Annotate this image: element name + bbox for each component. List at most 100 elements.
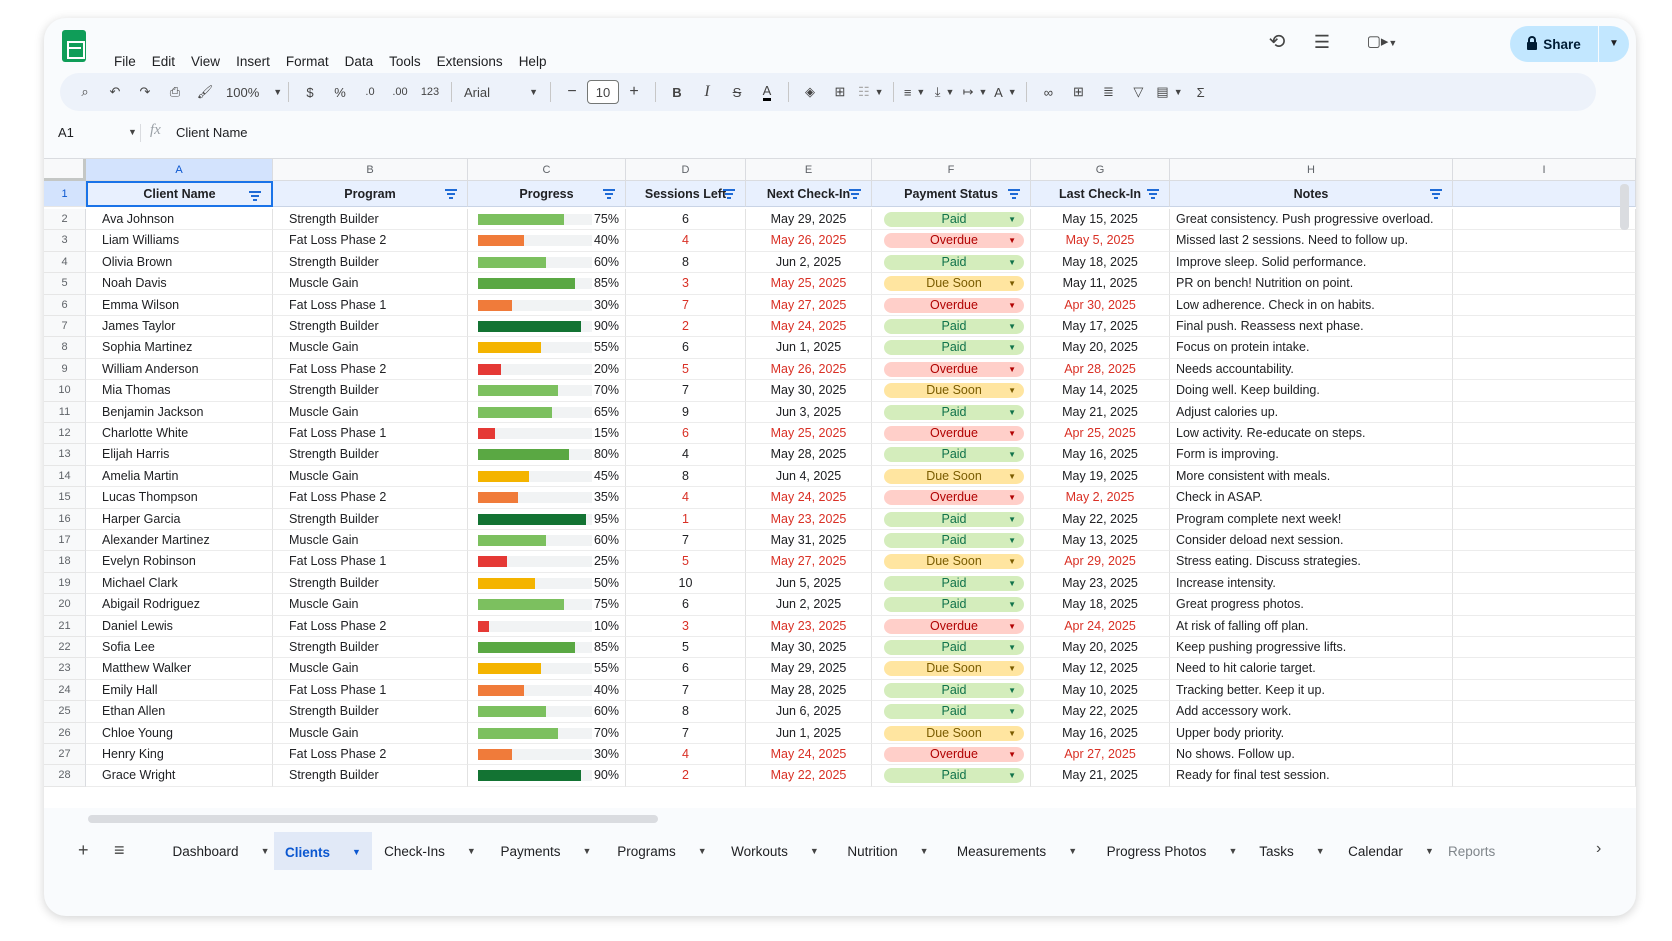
payment-status-cell[interactable]: Paid ▼ — [872, 401, 1031, 423]
client-name-cell[interactable]: Michael Clark — [86, 572, 273, 595]
vertical-align-icon[interactable]: ⤓ ▼ — [934, 84, 955, 99]
link-icon[interactable]: ∞ — [1043, 84, 1054, 100]
sessions-left-cell[interactable]: 8 — [626, 465, 746, 488]
column-header-d[interactable]: D — [626, 159, 746, 181]
chart-icon[interactable]: ≣ — [1102, 84, 1114, 99]
print-icon[interactable]: ⎙ — [169, 84, 181, 99]
payment-status-cell[interactable]: Due Soon ▼ — [872, 465, 1031, 488]
status-dropdown-chip[interactable]: Paid ▼ — [884, 704, 1024, 720]
program-cell[interactable]: Strength Builder — [273, 572, 468, 595]
last-check-in-cell[interactable]: May 17, 2025 — [1031, 316, 1170, 338]
row-header[interactable]: 4 — [44, 251, 86, 274]
client-name-cell[interactable]: Ethan Allen — [86, 701, 273, 723]
empty-cell[interactable] — [1453, 209, 1636, 231]
filter-icon[interactable] — [249, 191, 261, 201]
fill-color-icon[interactable]: ◈ — [805, 84, 815, 99]
last-check-in-cell[interactable]: Apr 29, 2025 — [1031, 551, 1170, 573]
program-cell[interactable]: Fat Loss Phase 1 — [273, 423, 468, 445]
empty-cell[interactable] — [1453, 401, 1636, 423]
program-cell[interactable]: Muscle Gain — [273, 722, 468, 744]
menu-edit[interactable]: Edit — [151, 54, 176, 69]
progress-cell[interactable]: 70% — [468, 722, 626, 744]
sessions-left-cell[interactable]: 4 — [626, 487, 746, 509]
row-header[interactable]: 16 — [44, 508, 86, 530]
progress-cell[interactable]: 60% — [468, 251, 626, 274]
payment-status-cell[interactable]: Paid ▼ — [872, 637, 1031, 659]
row-header[interactable]: 6 — [44, 294, 86, 316]
next-check-in-cell[interactable]: May 24, 2025 — [746, 744, 872, 766]
status-dropdown-chip[interactable]: Overdue ▼ — [884, 297, 1024, 313]
sessions-left-cell[interactable]: 4 — [626, 444, 746, 466]
last-check-in-cell[interactable]: May 11, 2025 — [1031, 273, 1170, 295]
formula-input[interactable]: Client Name — [176, 125, 248, 140]
search-icon[interactable]: ⌕ — [81, 84, 89, 99]
client-name-cell[interactable]: Elijah Harris — [86, 444, 273, 466]
client-name-cell[interactable]: Charlotte White — [86, 423, 273, 445]
progress-cell[interactable]: 75% — [468, 594, 626, 616]
last-check-in-cell[interactable]: May 5, 2025 — [1031, 230, 1170, 252]
notes-cell[interactable]: Doing well. Keep building. — [1170, 380, 1453, 402]
row-header[interactable]: 1 — [44, 181, 86, 207]
sessions-left-cell[interactable]: 5 — [626, 637, 746, 659]
payment-status-cell[interactable]: Paid ▼ — [872, 530, 1031, 552]
sheet-tab-check-ins[interactable]: Check-Ins ▼ — [374, 832, 486, 870]
payment-status-cell[interactable]: Overdue ▼ — [872, 487, 1031, 509]
chevron-down-icon[interactable]: ▼ — [1228, 846, 1238, 856]
horizontal-scrollbar[interactable] — [88, 815, 658, 823]
last-check-in-cell[interactable]: May 16, 2025 — [1031, 722, 1170, 744]
row-header[interactable]: 8 — [44, 337, 86, 359]
next-check-in-cell[interactable]: May 23, 2025 — [746, 615, 872, 637]
version-history-icon[interactable]: ⟲ — [1268, 31, 1286, 53]
row-header[interactable]: 25 — [44, 701, 86, 723]
progress-cell[interactable]: 30% — [468, 744, 626, 766]
empty-cell[interactable] — [1453, 273, 1636, 295]
chevron-down-icon[interactable]: ▼ — [1068, 846, 1078, 856]
program-cell[interactable]: Muscle Gain — [273, 594, 468, 616]
client-name-cell[interactable]: Harper Garcia — [86, 508, 273, 530]
empty-cell[interactable] — [1453, 744, 1636, 766]
client-name-cell[interactable]: Henry King — [86, 744, 273, 766]
header-cell[interactable]: Last Check-In — [1031, 181, 1170, 207]
row-header[interactable]: 18 — [44, 551, 86, 573]
progress-cell[interactable]: 20% — [468, 358, 626, 381]
sessions-left-cell[interactable]: 5 — [626, 551, 746, 573]
empty-cell[interactable] — [1453, 701, 1636, 723]
menu-extensions[interactable]: Extensions — [436, 54, 503, 69]
sessions-left-cell[interactable]: 3 — [626, 615, 746, 637]
header-cell[interactable]: Client Name — [86, 181, 273, 207]
next-check-in-cell[interactable]: Jun 2, 2025 — [746, 594, 872, 616]
client-name-cell[interactable]: Evelyn Robinson — [86, 551, 273, 573]
progress-cell[interactable]: 25% — [468, 551, 626, 573]
text-rotation-icon[interactable]: A ▼ — [994, 84, 1017, 100]
status-dropdown-chip[interactable]: Due Soon ▼ — [884, 554, 1024, 570]
program-cell[interactable]: Fat Loss Phase 2 — [273, 744, 468, 766]
next-check-in-cell[interactable]: Jun 5, 2025 — [746, 572, 872, 595]
select-all-corner[interactable] — [44, 159, 86, 181]
menu-view[interactable]: View — [191, 54, 221, 69]
last-check-in-cell[interactable]: May 14, 2025 — [1031, 380, 1170, 402]
filter-views-icon[interactable]: ▤ ▼ — [1156, 84, 1183, 99]
notes-cell[interactable]: Consider deload next session. — [1170, 530, 1453, 552]
empty-cell[interactable] — [1453, 294, 1636, 316]
vertical-scrollbar[interactable] — [1620, 184, 1629, 230]
spreadsheet-grid[interactable]: A B C D E F G H I 1 Client Name Program Progress Sess… — [44, 158, 1636, 808]
column-header-e[interactable]: E — [746, 159, 872, 181]
notes-cell[interactable]: Needs accountability. — [1170, 358, 1453, 381]
notes-cell[interactable]: Missed last 2 sessions. Need to follow u… — [1170, 230, 1453, 252]
next-check-in-cell[interactable]: May 24, 2025 — [746, 487, 872, 509]
percent-format-button[interactable]: % — [334, 84, 346, 100]
progress-cell[interactable]: 70% — [468, 380, 626, 402]
sheet-tab-measurements[interactable]: Measurements ▼ — [942, 832, 1092, 870]
next-check-in-cell[interactable]: Jun 4, 2025 — [746, 465, 872, 488]
client-name-cell[interactable]: Sophia Martinez — [86, 337, 273, 359]
next-check-in-cell[interactable]: May 28, 2025 — [746, 444, 872, 466]
empty-cell[interactable] — [1453, 615, 1636, 637]
notes-cell[interactable]: No shows. Follow up. — [1170, 744, 1453, 766]
program-cell[interactable]: Muscle Gain — [273, 401, 468, 423]
sessions-left-cell[interactable]: 7 — [626, 679, 746, 702]
row-header[interactable]: 13 — [44, 444, 86, 466]
progress-cell[interactable]: 15% — [468, 423, 626, 445]
payment-status-cell[interactable]: Overdue ▼ — [872, 615, 1031, 637]
next-check-in-cell[interactable]: Jun 3, 2025 — [746, 401, 872, 423]
notes-cell[interactable]: Great consistency. Push progressive over… — [1170, 209, 1453, 231]
